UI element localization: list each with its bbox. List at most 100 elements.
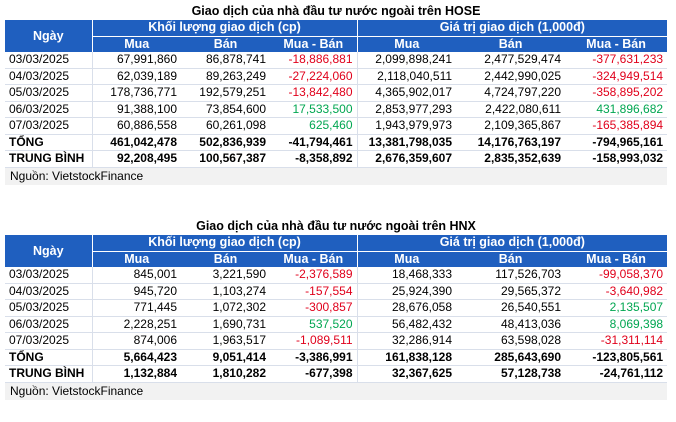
value-cell: 32,286,914 (356, 332, 457, 350)
value-cell: -41,794,461 (270, 134, 358, 151)
row-label: TRUNG BÌNH (5, 150, 93, 168)
date-cell: 04/03/2025 (5, 68, 93, 85)
hose-table-row: 07/03/2025 60,886,558 60,261,098 625,460 1,9… (5, 117, 668, 135)
value-cell: 874,006 (92, 332, 181, 350)
value-cell: 4,365,902,017 (356, 84, 457, 102)
hnx-title: Giao dịch của nhà đầu tư nước ngoài trên… (196, 219, 476, 233)
value-cell: 89,263,249 (181, 68, 270, 85)
hnx-sub-header: Bán (456, 251, 566, 267)
hnx-sub-header: Mua (92, 251, 181, 267)
value-cell: 14,176,763,197 (456, 134, 566, 151)
hnx-block: Giao dịch của nhà đầu tư nước ngoài trên… (5, 217, 668, 400)
hose-table-row: 04/03/2025 62,039,189 89,263,249 -27,224,06… (5, 68, 668, 85)
value-cell: -8,358,892 (270, 150, 358, 168)
value-cell: 502,836,939 (181, 134, 270, 151)
hose-total-row: TRUNG BÌNH 92,208,495 100,567,387 -8,358,89… (5, 150, 668, 168)
value-cell: -324,949,514 (565, 68, 668, 85)
value-cell: 285,643,690 (456, 349, 566, 366)
value-cell: 945,720 (92, 283, 181, 300)
hnx-header-row-2: Mua Bán Mua - Bán Mua Bán Mua - Bán (5, 251, 668, 267)
value-cell: 48,413,036 (456, 316, 566, 333)
value-cell: 2,228,251 (92, 316, 181, 333)
value-cell: 2,135,507 (565, 299, 668, 317)
date-cell: 03/03/2025 (5, 267, 93, 284)
hose-col-date-header: Ngày (5, 20, 93, 52)
hose-sub-header: Mua (92, 36, 181, 52)
hnx-table-row: 06/03/2025 2,228,251 1,690,731 537,520 56,48… (5, 316, 668, 333)
value-cell: 25,924,390 (356, 283, 457, 300)
date-cell: 07/03/2025 (5, 117, 93, 135)
value-cell: 1,103,274 (181, 283, 270, 300)
hose-sub-header: Mua (356, 36, 457, 52)
hnx-total-row: TRUNG BÌNH 1,132,884 1,810,282 -677,398 32,3… (5, 365, 668, 383)
value-cell: 2,477,529,474 (456, 52, 566, 69)
hnx-header-row-1: Ngày Khối lượng giao dịch (cp) Giá trị g… (5, 235, 668, 267)
hose-table-row: 06/03/2025 91,388,100 73,854,600 17,533,500… (5, 101, 668, 118)
value-cell: 28,676,058 (356, 299, 457, 317)
value-cell: -677,398 (270, 365, 358, 383)
value-cell: 26,540,551 (456, 299, 566, 317)
value-cell: 17,533,500 (270, 101, 358, 118)
hose-sub-header: Mua - Bán (565, 36, 668, 52)
hose-group-value-header: Giá trị giao dịch (1,000đ) (356, 20, 668, 37)
date-cell: 05/03/2025 (5, 299, 93, 317)
row-label: TỔNG (5, 134, 93, 151)
hnx-table-row: 07/03/2025 874,006 1,963,517 -1,089,511 32,2… (5, 332, 668, 350)
value-cell: 2,676,359,607 (356, 150, 457, 168)
value-cell: -358,895,202 (565, 84, 668, 102)
hnx-sub-header: Bán (181, 251, 270, 267)
value-cell: 2,422,080,611 (456, 101, 566, 118)
value-cell: 32,367,625 (356, 365, 457, 383)
value-cell: 18,468,333 (356, 267, 457, 284)
value-cell: -3,386,991 (270, 349, 358, 366)
hose-table-body: 03/03/2025 67,991,860 86,878,741 -18,886,88… (5, 52, 668, 168)
value-cell: 1,810,282 (181, 365, 270, 383)
value-cell: 2,118,040,511 (356, 68, 457, 85)
hose-total-row: TỔNG 461,042,478 502,836,939 -41,794,461 13,… (5, 134, 668, 151)
value-cell: 62,039,189 (92, 68, 181, 85)
value-cell: 2,853,977,293 (356, 101, 457, 118)
date-cell: 07/03/2025 (5, 332, 93, 350)
hnx-total-row: TỔNG 5,664,423 9,051,414 -3,386,991 161,838,… (5, 349, 668, 366)
value-cell: -300,857 (270, 299, 358, 317)
value-cell: 845,001 (92, 267, 181, 284)
value-cell: -18,886,881 (270, 52, 358, 69)
hose-header-row-1: Ngày Khối lượng giao dịch (cp) Giá trị g… (5, 20, 668, 52)
value-cell: -31,311,114 (565, 332, 668, 350)
value-cell: 56,482,432 (356, 316, 457, 333)
value-cell: 91,388,100 (92, 101, 181, 118)
value-cell: 13,381,798,035 (356, 134, 457, 151)
value-cell: -3,640,982 (565, 283, 668, 300)
date-cell: 04/03/2025 (5, 283, 93, 300)
hose-sub-header: Bán (181, 36, 270, 52)
value-cell: -157,554 (270, 283, 358, 300)
hose-sub-header: Bán (456, 36, 566, 52)
value-cell: 625,460 (270, 117, 358, 135)
value-cell: -794,965,161 (565, 134, 668, 151)
value-cell: 178,736,771 (92, 84, 181, 102)
hnx-source-note: Nguồn: VietstockFinance (5, 382, 667, 400)
value-cell: 2,109,365,867 (456, 117, 566, 135)
value-cell: 29,565,372 (456, 283, 566, 300)
value-cell: 60,261,098 (181, 117, 270, 135)
hnx-table-row: 03/03/2025 845,001 3,221,590 -2,376,589 18,4… (5, 267, 668, 284)
value-cell: 63,598,028 (456, 332, 566, 350)
value-cell: 431,896,682 (565, 101, 668, 118)
value-cell: 2,835,352,639 (456, 150, 566, 168)
value-cell: 67,991,860 (92, 52, 181, 69)
value-cell: -158,993,032 (565, 150, 668, 168)
value-cell: 161,838,128 (356, 349, 457, 366)
value-cell: 1,072,302 (181, 299, 270, 317)
value-cell: 2,099,898,241 (356, 52, 457, 69)
hnx-group-volume-header: Khối lượng giao dịch (cp) (92, 235, 358, 252)
hnx-sub-header: Mua - Bán (565, 251, 668, 267)
value-cell: 537,520 (270, 316, 358, 333)
value-cell: 57,128,738 (456, 365, 566, 383)
date-cell: 03/03/2025 (5, 52, 93, 69)
value-cell: 1,690,731 (181, 316, 270, 333)
value-cell: 461,042,478 (92, 134, 181, 151)
hose-source-note: Nguồn: VietstockFinance (5, 167, 667, 185)
hose-table-row: 05/03/2025 178,736,771 192,579,251 -13,842,… (5, 84, 668, 102)
value-cell: -99,058,370 (565, 267, 668, 284)
value-cell: -377,631,233 (565, 52, 668, 69)
